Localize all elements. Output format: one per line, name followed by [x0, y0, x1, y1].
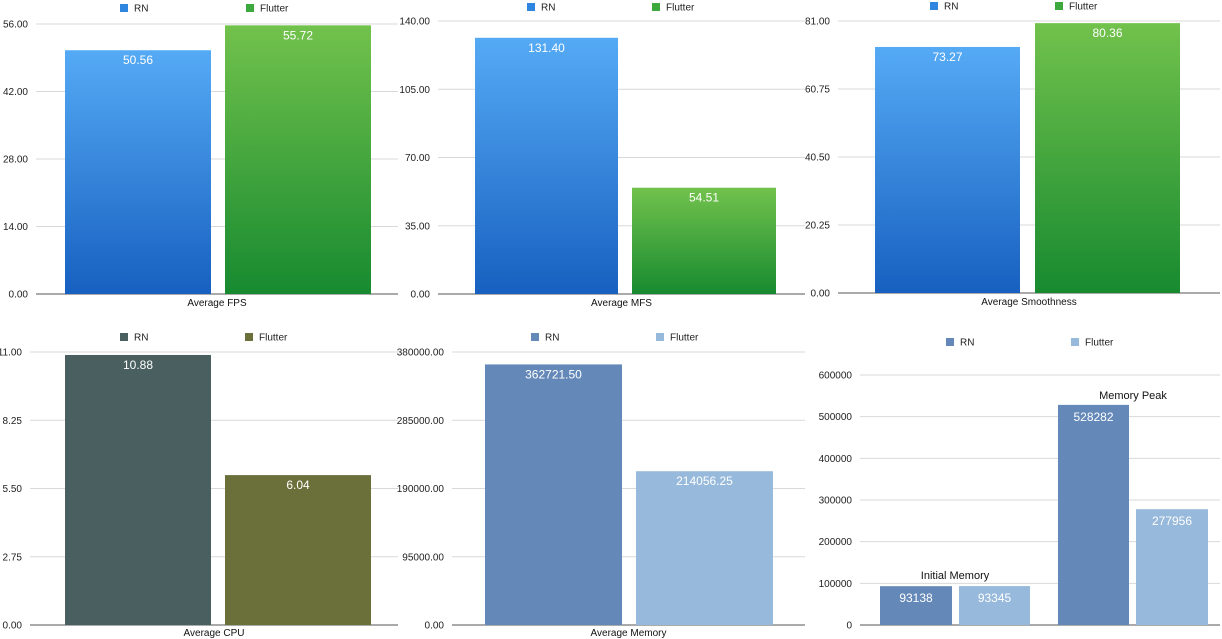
chart6-category-label: Memory Peak [1099, 390, 1167, 402]
chart3-data-label: 73.27 [932, 50, 962, 64]
chart3-legend-label-rn: RN [944, 2, 958, 13]
chart4-legend-label-rn: RN [134, 333, 148, 344]
chart5-data-label: 362721.50 [525, 367, 582, 381]
chart3-x-axis-label: Average Smoothness [981, 297, 1076, 308]
chart6-bar-flutter-1 [959, 586, 1030, 625]
chart6-y-tick-label: 500000 [819, 412, 853, 423]
chart6-bar-rn-2 [1058, 404, 1129, 625]
chart2-y-tick-label: 140.00 [399, 17, 430, 28]
chart5-y-tick-label: 190000.00 [397, 484, 445, 495]
chart6-data-label: 93345 [978, 591, 1012, 605]
chart2-x-axis-label: Average MFS [591, 298, 652, 309]
chart6-bar-rn-1 [880, 586, 952, 625]
chart5-y-tick-label: 380000.00 [397, 348, 445, 359]
chart2-bar-flutter [632, 187, 776, 294]
chart1-y-tick-label: 42.00 [3, 87, 28, 98]
chart4-bar-rn [65, 354, 211, 625]
chart6-data-label: 277956 [1152, 514, 1192, 528]
chart2-y-tick-label: 0.00 [411, 290, 431, 301]
chart6-y-tick-label: 200000 [819, 537, 853, 548]
chart4-legend-swatch-flutter [245, 333, 253, 341]
chart3-bar-rn [875, 46, 1020, 293]
chart1-legend-label-rn: RN [134, 4, 148, 15]
chart4-y-tick-label: 2.75 [3, 552, 23, 563]
chart4-data-label: 6.04 [286, 478, 310, 492]
chart6-legend-label-rn: RN [960, 338, 974, 349]
chart4-y-tick-label: 11.00 [0, 348, 22, 359]
chart1-y-tick-label: 56.00 [3, 20, 28, 31]
chart3-y-tick-label: 0.00 [811, 289, 831, 300]
chart1-data-label: 55.72 [283, 28, 313, 42]
chart4-legend-label-flutter: Flutter [259, 333, 288, 344]
chart3-legend-swatch-flutter [1055, 2, 1063, 10]
chart6-y-tick-label: 600000 [819, 371, 853, 382]
chart1-data-label: 50.56 [123, 53, 153, 67]
chart2-legend-label-rn: RN [541, 3, 555, 14]
chart2-y-tick-label: 105.00 [399, 85, 430, 96]
chart1-y-tick-label: 0.00 [9, 290, 29, 301]
chart2-legend-swatch-flutter [652, 3, 660, 11]
chart5-bar-rn [485, 364, 622, 625]
chart4-bar-flutter [225, 475, 371, 625]
chart5-y-tick-label: 95000.00 [402, 552, 444, 563]
chart4-legend-swatch-rn [120, 333, 128, 341]
chart2-legend-swatch-rn [527, 3, 535, 11]
chart4-x-axis-label: Average CPU [184, 628, 245, 639]
chart3-y-tick-label: 20.25 [805, 221, 830, 232]
chart3-data-label: 80.36 [1092, 26, 1122, 40]
chart2-y-tick-label: 70.00 [405, 153, 430, 164]
chart1-legend-label-flutter: Flutter [260, 4, 289, 15]
chart3-y-tick-label: 60.75 [805, 85, 830, 96]
chart4-y-tick-label: 8.25 [3, 416, 23, 427]
chart6-data-label: 93138 [899, 591, 933, 605]
chart4-y-tick-label: 0.00 [3, 621, 23, 632]
chart6-legend-swatch-flutter [1071, 338, 1079, 346]
chart6-legend-label-flutter: Flutter [1085, 338, 1114, 349]
chart4-data-label: 10.88 [123, 358, 153, 372]
chart4-y-tick-label: 5.50 [3, 484, 23, 495]
chart1-legend-swatch-flutter [246, 4, 254, 12]
chart5-bar-flutter [636, 471, 773, 625]
chart3-legend-swatch-rn [930, 2, 938, 10]
chart5-data-label: 214056.25 [676, 474, 733, 488]
chart2-data-label: 54.51 [689, 191, 719, 205]
chart1-legend-swatch-rn [120, 4, 128, 12]
chart1-bar-rn [65, 50, 211, 294]
chart6-category-label: Initial Memory [921, 570, 990, 582]
chart1-bar-flutter [225, 25, 371, 294]
chart5-legend-swatch-rn [531, 333, 539, 341]
chart5-x-axis-label: Average Memory [591, 628, 667, 639]
chart2-legend-label-flutter: Flutter [666, 3, 695, 14]
chart5-legend-label-rn: RN [545, 333, 559, 344]
chart5-y-tick-label: 0.00 [425, 621, 445, 632]
chart6-data-label: 528282 [1073, 410, 1113, 424]
chart5-y-tick-label: 285000.00 [397, 416, 445, 427]
chart3-y-tick-label: 81.00 [805, 17, 830, 28]
chart6-y-tick-label: 0 [846, 621, 852, 632]
chart3-legend-label-flutter: Flutter [1069, 2, 1098, 13]
chart1-x-axis-label: Average FPS [187, 298, 247, 309]
chart6-legend-swatch-rn [946, 338, 954, 346]
chart2-y-tick-label: 35.00 [405, 221, 430, 232]
chart5-legend-label-flutter: Flutter [670, 333, 699, 344]
chart2-data-label: 131.40 [528, 41, 565, 55]
chart3-y-tick-label: 40.50 [805, 153, 830, 164]
chart6-y-tick-label: 400000 [819, 454, 853, 465]
chart6-y-tick-label: 300000 [819, 496, 853, 507]
chart1-y-tick-label: 28.00 [3, 155, 28, 166]
chart6-y-tick-label: 100000 [819, 579, 853, 590]
chart5-legend-swatch-flutter [656, 333, 664, 341]
chart1-y-tick-label: 14.00 [3, 222, 28, 233]
chart3-bar-flutter [1035, 23, 1180, 293]
chart2-bar-rn [475, 37, 618, 295]
chart6-bar-flutter-2 [1136, 509, 1208, 625]
